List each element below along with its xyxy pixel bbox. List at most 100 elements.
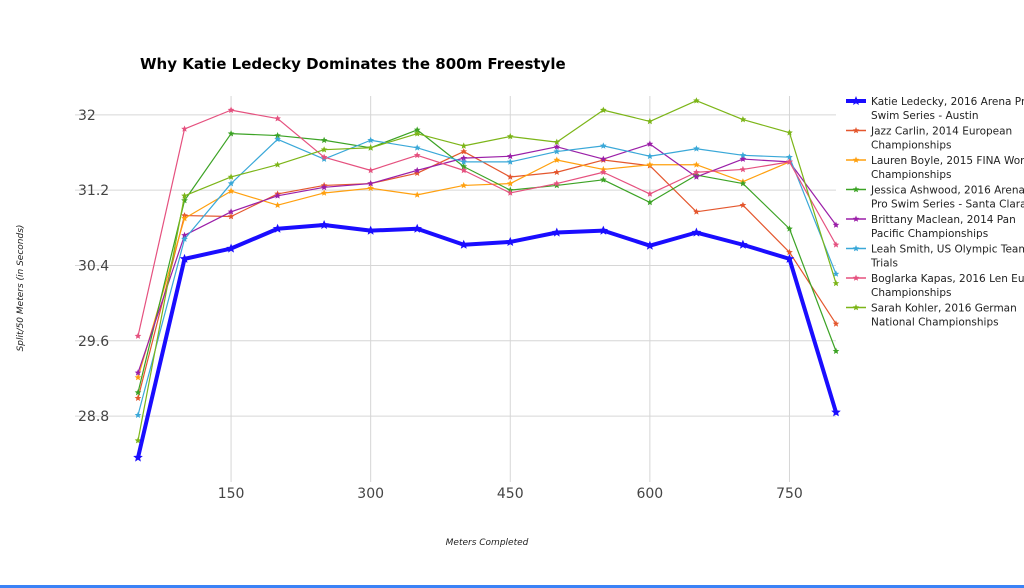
data-point [553, 168, 561, 176]
legend-label: Jessica Ashwood, 2016 Arena [870, 185, 1024, 197]
window-bottom-border [0, 585, 1024, 588]
series-0 [133, 220, 841, 462]
data-point [227, 173, 235, 180]
series-line [137, 159, 790, 378]
data-point [227, 208, 235, 215]
data-point [413, 169, 421, 176]
legend-marker [852, 186, 860, 193]
data-point [832, 221, 840, 228]
data-point [600, 106, 607, 113]
data-point [460, 158, 468, 165]
legend-label: Championships [871, 169, 952, 181]
legend-label: Pro Swim Series - Santa Clara [871, 199, 1024, 211]
legend-label: Pacific Championships [871, 228, 988, 240]
data-point [134, 389, 142, 396]
data-point [274, 135, 281, 143]
legend-label: Jazz Carlin, 2014 European [870, 126, 1012, 138]
data-point [506, 173, 514, 180]
data-point [227, 187, 235, 194]
data-point [506, 158, 514, 165]
data-point [506, 133, 514, 140]
legend-marker [852, 245, 860, 252]
data-point [227, 180, 235, 187]
data-point [459, 239, 469, 249]
series-5 [134, 135, 840, 418]
series-line [137, 150, 837, 399]
data-point [693, 173, 700, 180]
data-point [274, 132, 281, 139]
grid [75, 96, 836, 482]
data-point [320, 189, 328, 196]
data-point [460, 142, 468, 149]
data-point [227, 106, 235, 113]
data-point [320, 146, 328, 153]
data-point [367, 136, 374, 144]
data-point [645, 240, 655, 250]
data-point [413, 126, 421, 133]
data-point [739, 116, 747, 123]
data-point [181, 192, 188, 199]
legend-label: Brittany Maclean, 2014 Pan [871, 214, 1016, 226]
y-tick-label: 32 [78, 108, 96, 124]
data-point [181, 235, 188, 242]
data-point [600, 176, 607, 183]
data-point [505, 236, 515, 246]
x-tick-label: 150 [218, 486, 245, 502]
legend-item: Boglarka Kapas, 2016 Len Euro Championshi… [846, 273, 1024, 299]
data-point [181, 231, 188, 239]
legend-marker [852, 215, 860, 222]
data-point [319, 220, 329, 229]
data-point [553, 156, 561, 163]
series-lines [133, 97, 841, 462]
legend-label: Boglarka Kapas, 2016 Len Euro [871, 273, 1024, 285]
data-point [739, 165, 747, 173]
data-point [832, 279, 840, 287]
legend-label: Swim Series - Austin [871, 110, 979, 122]
data-point [786, 153, 793, 160]
legend-marker [851, 96, 861, 105]
data-point [646, 198, 654, 206]
data-point [274, 201, 281, 208]
series-line [137, 138, 837, 416]
legend-item: Leah Smith, US Olympic Team Trials [846, 244, 1024, 270]
data-point [600, 155, 607, 162]
data-point [227, 213, 235, 220]
data-point [646, 190, 654, 197]
series-line [137, 109, 837, 337]
data-point [646, 161, 654, 168]
series-6 [134, 106, 840, 339]
data-point [179, 253, 190, 263]
y-tick-label: 29.6 [78, 334, 109, 350]
data-point [227, 130, 235, 137]
data-point [693, 97, 700, 104]
legend-label: Leah Smith, US Olympic Team [871, 244, 1024, 256]
series-1 [134, 148, 840, 401]
data-point [553, 148, 561, 155]
data-point [365, 225, 376, 235]
data-point [320, 136, 328, 144]
data-point [693, 208, 700, 215]
data-point [552, 227, 562, 237]
data-point [693, 168, 700, 176]
data-point [274, 192, 281, 199]
data-point [739, 180, 747, 187]
series-line [137, 129, 837, 393]
x-tick-label: 750 [776, 486, 803, 502]
data-point [460, 166, 468, 174]
legend-marker [852, 127, 860, 134]
data-point [133, 452, 143, 462]
legend-label: Katie Ledecky, 2016 Arena Pro [871, 96, 1024, 108]
legend-label: National Championships [871, 317, 999, 329]
data-point [367, 144, 374, 151]
series-line [137, 143, 837, 373]
data-point [320, 153, 328, 160]
data-point [272, 223, 283, 233]
data-point [598, 225, 609, 235]
data-point [134, 374, 142, 381]
legend-item: Sarah Kohler, 2016 German National Champi… [846, 303, 1017, 329]
legend-item: Brittany Maclean, 2014 Pan Pacific Champi… [846, 214, 1016, 240]
data-point [739, 155, 747, 162]
data-point [832, 241, 840, 248]
data-point [832, 347, 840, 354]
data-point [412, 223, 422, 233]
